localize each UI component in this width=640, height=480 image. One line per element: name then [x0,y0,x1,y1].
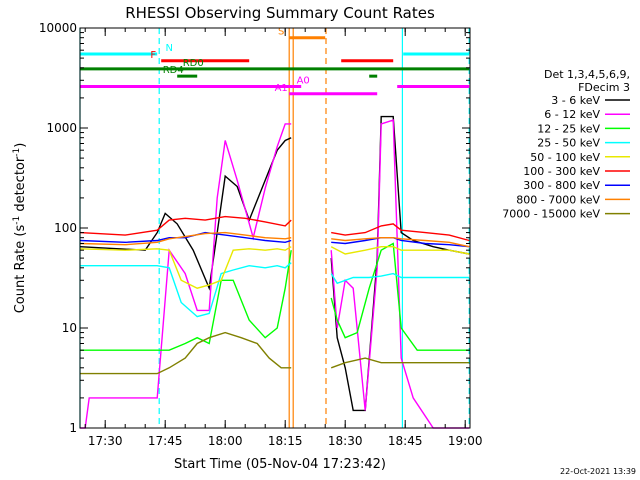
x-axis-label: Start Time (05-Nov-04 17:23:42) [174,457,386,472]
flag-label-f: F [150,50,156,61]
series-line-7-0 [79,231,292,246]
y-label-pre: Count Rate (s [13,225,28,314]
flag-label-n: N [165,43,172,54]
y-tick-label-2: 100 [54,221,77,235]
flag-label-rd0: RD0 [183,58,204,69]
y-label-sup: -1 [12,216,22,225]
series-line-5-0 [79,215,292,236]
axes-layer: 1 10 100 1000 10000 17:30 17:45 18:00 18:15 18:30… [39,21,483,448]
series-line-8-0 [80,331,292,375]
legend-label-5: 100 - 300 keV [523,165,600,178]
legend-label-3: 25 - 50 keV [537,137,600,150]
series-line-4-1 [330,245,470,255]
chart-title: RHESSI Observing Summary Count Rates [125,4,435,22]
legend-label-2: 12 - 25 keV [537,122,600,135]
series-line-3-0 [80,262,292,318]
footer-timestamp: 22-Oct-2021 13:39 [560,467,636,476]
x-tick-label-3: 18:15 [268,434,303,448]
y-tick-label-1: 10 [62,321,77,335]
series-line-5-1 [331,223,470,242]
x-tick-label-5: 18:45 [388,434,423,448]
x-tick-label-6: 19:00 [448,434,483,448]
series-line-0-1 [330,115,470,412]
legend-label-1: 6 - 12 keV [544,108,600,121]
flag-label-a1: A1 [275,83,288,94]
y-tick-label-3: 1000 [46,121,77,135]
y-label-sup2: -1 [12,148,22,157]
x-tick-label-0: 17:30 [88,434,123,448]
flag-label-rd4: RD4 [163,65,184,76]
x-tick-label-2: 18:00 [208,434,243,448]
legend-label-0: 3 - 6 keV [551,94,600,107]
y-axis-label: Count Rate (s-1 detector-1) [12,143,28,314]
series-line-4-0 [79,246,292,289]
series-line-8-1 [330,357,470,369]
series-line-1-0 [80,123,292,429]
series-line-1-1 [330,119,470,429]
y-label-end: ) [13,143,28,148]
legend-header-0: Det 1,3,4,5,6,9, [544,68,630,81]
legend-label-8: 7000 - 15000 keV [502,208,600,221]
legend-label-7: 800 - 7000 keV [516,193,600,206]
series-line-6-0 [79,231,292,244]
series-line-2-0 [80,250,292,351]
series-line-7-1 [331,236,470,248]
legend-header-1: FDecim 3 [578,81,630,94]
flag-label-a0: A0 [297,76,310,87]
x-tick-label-1: 17:45 [148,434,183,448]
y-tick-label-4: 10000 [39,21,77,35]
y-label-post: detector [13,156,28,216]
series-layer [79,115,470,429]
legend-label-4: 50 - 100 keV [530,151,600,164]
series-line-3-1 [330,272,470,285]
legend-label-6: 300 - 800 keV [523,179,600,192]
y-tick-label-0: 1 [69,421,77,435]
x-tick-label-4: 18:30 [328,434,363,448]
flag-label-s: S [278,27,284,38]
